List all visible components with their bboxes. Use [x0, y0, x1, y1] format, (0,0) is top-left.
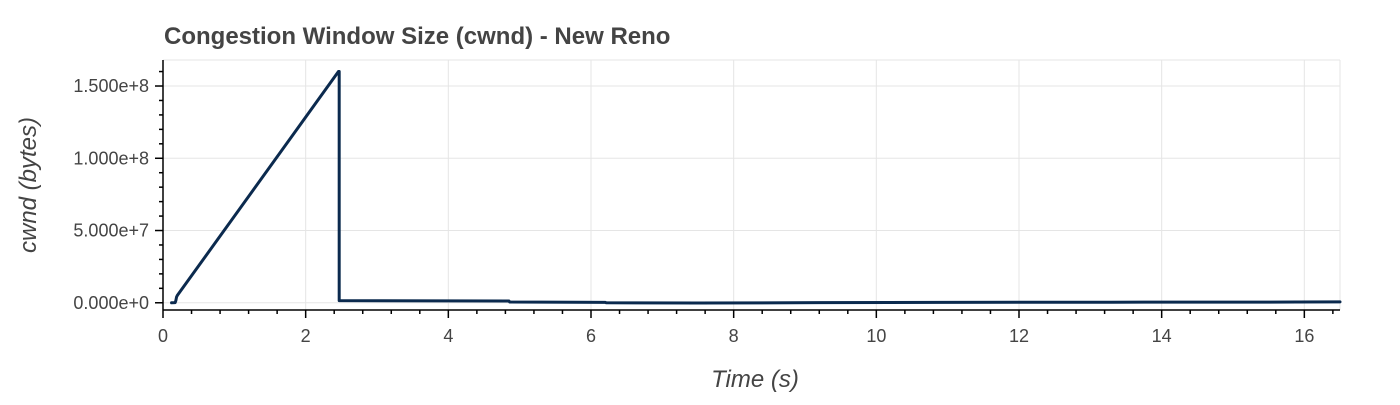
x-tick-label: 4 — [443, 326, 453, 346]
x-tick-label: 10 — [866, 326, 886, 346]
labels: Congestion Window Size (cwnd) - New Reno… — [15, 23, 799, 393]
axes: 0 2 4 6 8 10 12 14 16 0.000e+0 5.000e+7 1.000e+8 1.5… — [73, 60, 1340, 346]
x-tick-label: 8 — [729, 326, 739, 346]
x-tick-label: 6 — [586, 326, 596, 346]
x-axis-label: Time (s) — [711, 366, 799, 393]
y-tick-label: 0.000e+0 — [73, 293, 149, 313]
chart-title: Congestion Window Size (cwnd) - New Reno — [164, 23, 670, 50]
x-tick-label: 0 — [158, 326, 168, 346]
y-tick-label: 1.500e+8 — [73, 76, 149, 96]
y-axis-label: cwnd (bytes) — [15, 117, 42, 253]
y-tick-label: 1.000e+8 — [73, 148, 149, 168]
x-tick-label: 14 — [1152, 326, 1172, 346]
series-line-0 — [170, 70, 1342, 305]
y-tick-label: 5.000e+7 — [73, 221, 149, 241]
x-tick-label: 12 — [1009, 326, 1029, 346]
series-layer — [170, 70, 1342, 305]
x-tick-label: 16 — [1294, 326, 1314, 346]
x-tick-label: 2 — [301, 326, 311, 346]
